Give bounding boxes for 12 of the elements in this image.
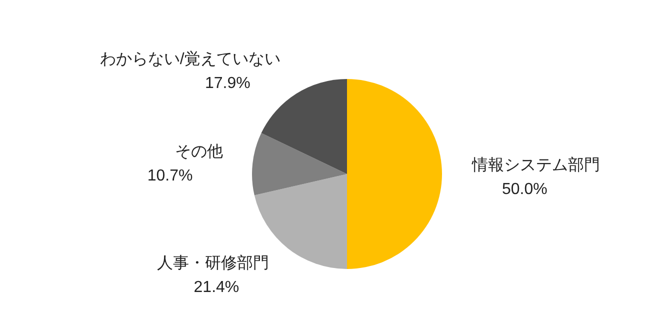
data-label: 10.7% — [147, 167, 193, 184]
pie-slice — [254, 174, 347, 269]
pie-slice — [261, 79, 347, 174]
slice-label: 情報システム部門 — [471, 156, 600, 174]
data-label: 50.0% — [502, 181, 548, 198]
slice-label: その他 — [174, 143, 223, 160]
data-label: 21.4% — [194, 278, 240, 296]
slice-label: 人事・研修部門 — [157, 254, 270, 272]
slice-label: わからない/覚えていない — [100, 50, 280, 68]
pie-slice — [347, 79, 442, 269]
data-label: 17.9% — [204, 75, 250, 92]
pie-slice — [252, 133, 347, 196]
